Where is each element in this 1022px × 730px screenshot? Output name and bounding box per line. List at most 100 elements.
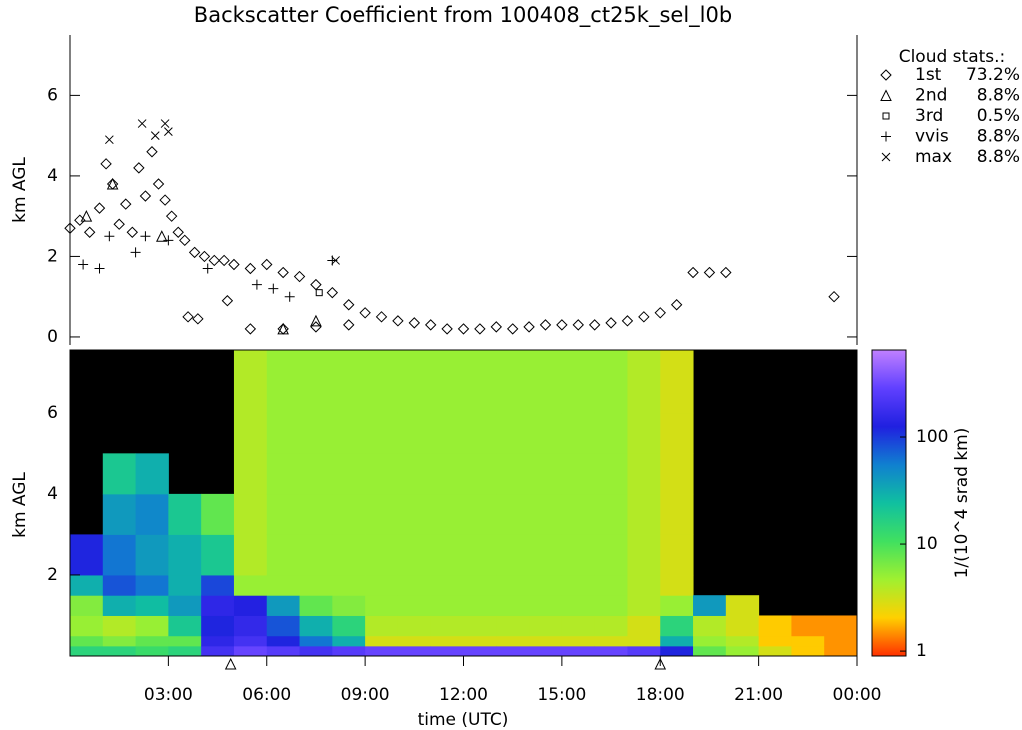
- point: [588, 319, 601, 331]
- heatmap-cell: [332, 493, 366, 535]
- heatmap-cell: [233, 574, 268, 596]
- heatmap-cell: [365, 615, 399, 637]
- point: [146, 146, 158, 158]
- colorbar-frame: [871, 349, 907, 657]
- heatmap-cell: [529, 615, 563, 637]
- heatmap-cell: [660, 453, 694, 495]
- heatmap-cell: [397, 635, 432, 647]
- x-tick-label: 18:00: [636, 685, 685, 705]
- heatmap-cell: [496, 534, 530, 576]
- point: [331, 256, 340, 265]
- point: [277, 322, 289, 335]
- colorbar-label: 1/(10^4 srad km): [952, 428, 972, 579]
- heatmap-cell: [168, 615, 202, 637]
- heatmap-cell: [594, 635, 628, 647]
- heatmap-cell: [201, 615, 235, 637]
- y-tick-label: 6: [47, 403, 58, 423]
- heatmap-cell: [397, 615, 432, 637]
- heatmap-cell: [233, 493, 268, 535]
- heatmap-cell: [397, 595, 432, 616]
- point: [150, 131, 160, 141]
- heatmap-cell: [693, 645, 727, 657]
- heatmap-cell: [496, 412, 530, 454]
- heatmap-cell: [266, 645, 301, 657]
- heatmap-cell: [660, 615, 694, 637]
- heatmap-cell: [693, 615, 727, 637]
- heatmap-cell: [332, 350, 366, 414]
- heatmap-cell: [660, 534, 694, 576]
- point: [638, 311, 650, 323]
- point: [703, 266, 716, 279]
- heatmap-cell: [561, 645, 596, 657]
- heatmap-cell: [758, 615, 792, 637]
- heatmap-cell: [201, 534, 235, 576]
- heatmap-cell: [824, 635, 858, 647]
- point: [375, 311, 388, 323]
- heatmap-cell: [102, 615, 137, 637]
- heatmap-cell: [529, 534, 563, 576]
- point: [284, 291, 295, 302]
- heatmap-cell: [660, 635, 694, 647]
- heatmap-cell: [627, 412, 661, 454]
- heatmap-cell: [233, 615, 268, 637]
- heatmap-cell: [594, 595, 628, 616]
- x-tick-label: 12:00: [439, 685, 488, 705]
- point: [188, 246, 201, 259]
- heatmap-cell: [266, 635, 301, 647]
- heatmap-cell: [463, 534, 497, 576]
- point: [315, 289, 323, 297]
- heatmap-cell: [233, 534, 268, 576]
- heatmap-cell: [397, 645, 432, 657]
- heatmap-cell: [135, 635, 169, 647]
- heatmap-cell: [463, 453, 497, 495]
- heatmap-cell: [627, 595, 661, 616]
- point: [179, 234, 191, 247]
- point: [687, 266, 699, 279]
- legend-stat: 8.8%: [977, 86, 1020, 106]
- point: [113, 218, 125, 230]
- heatmap-cell: [660, 493, 694, 535]
- point: [490, 321, 502, 333]
- point: [474, 323, 486, 335]
- heatmap-cell: [430, 595, 464, 616]
- heatmap-cell: [693, 635, 727, 647]
- point: [139, 190, 152, 202]
- flag-marker: [654, 657, 667, 670]
- heatmap-cell: [725, 595, 760, 616]
- heatmap-cell: [496, 493, 530, 535]
- heatmap-cell: [299, 350, 333, 414]
- legend-label: 1st: [915, 65, 942, 85]
- point: [104, 135, 114, 145]
- point: [192, 313, 204, 325]
- heatmap-cell: [463, 615, 497, 637]
- heatmap-cell: [627, 350, 661, 414]
- point: [828, 290, 840, 303]
- heatmap-cell: [594, 574, 628, 596]
- point: [163, 235, 174, 246]
- heatmap-cell: [135, 595, 169, 616]
- heatmap-cell: [365, 645, 399, 657]
- heatmap-cell: [201, 493, 235, 535]
- heatmap-cell: [168, 635, 202, 647]
- heatmap-cell: [594, 615, 628, 637]
- heatmap-cell: [365, 412, 399, 454]
- heatmap-cell: [102, 635, 137, 647]
- heatmap-cell: [594, 350, 628, 414]
- heatmap-cell: [627, 453, 661, 495]
- heatmap-cell: [594, 534, 628, 576]
- heatmap-cell: [627, 615, 661, 637]
- heatmap-cell: [430, 635, 464, 647]
- heatmap-cell: [266, 595, 301, 616]
- heatmap-cell: [299, 574, 333, 596]
- colorbar-tick-label: 10: [916, 534, 938, 554]
- point: [78, 259, 89, 270]
- legend-symbol: [881, 131, 891, 142]
- heatmap-cell: [627, 493, 661, 535]
- heatmap-cell: [529, 635, 563, 647]
- point: [457, 323, 470, 335]
- legend-symbol: [882, 112, 890, 120]
- heatmap-cell: [627, 574, 661, 596]
- point: [244, 262, 257, 275]
- point: [720, 266, 732, 279]
- heatmap-cell: [758, 635, 792, 647]
